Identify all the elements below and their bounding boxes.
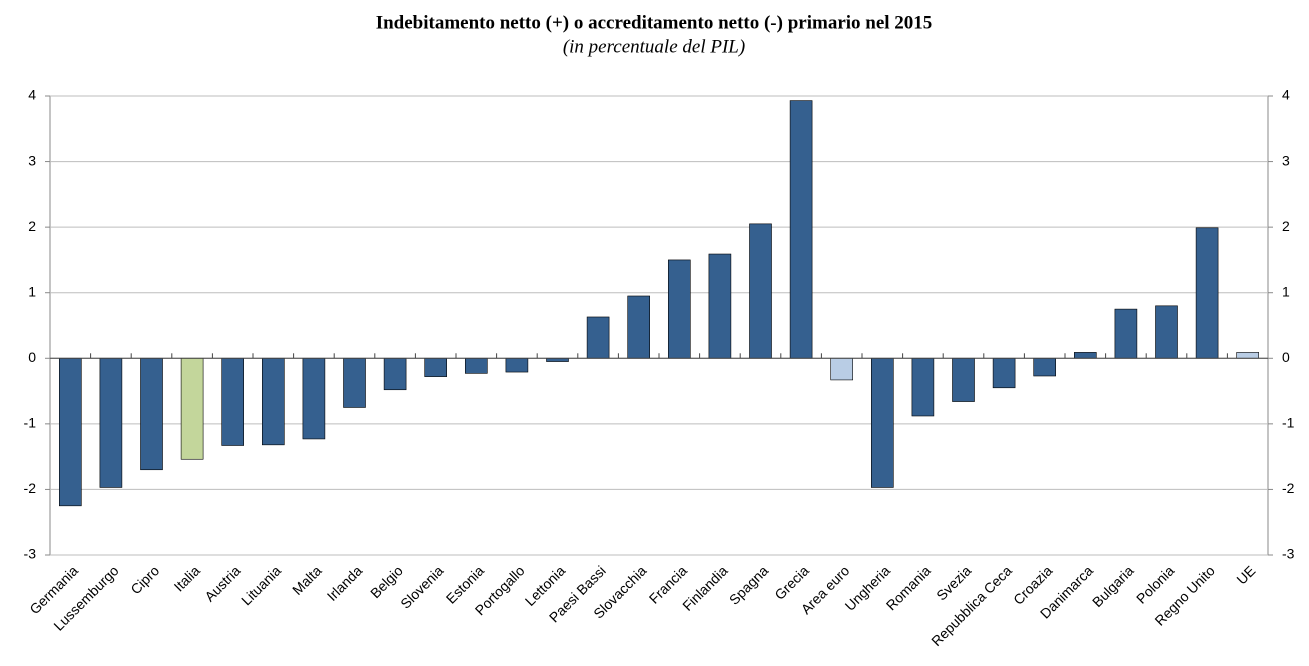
bar (627, 295, 651, 359)
x-tick-label: Belgio (367, 562, 406, 601)
bar (424, 357, 448, 377)
bar (749, 223, 772, 359)
bar (992, 357, 1016, 389)
chart-title: Indebitamento netto (+) o accreditamento… (376, 12, 933, 33)
y-tick-label: -3 (24, 546, 37, 562)
bar (911, 357, 935, 417)
y2-tick-label: 3 (1282, 152, 1290, 168)
y2-tick-label: 4 (1282, 87, 1290, 103)
y2-tick-label: -3 (1282, 546, 1295, 562)
bar (505, 357, 529, 373)
bar (221, 357, 244, 446)
bar (302, 357, 326, 440)
bar (1114, 308, 1138, 359)
bar (180, 357, 204, 460)
y-tick-label: -2 (24, 480, 37, 496)
bar (667, 259, 691, 359)
bar (952, 357, 975, 402)
y2-tick-label: -1 (1282, 415, 1295, 431)
y2-tick-label: 1 (1282, 283, 1290, 299)
bar (1074, 352, 1097, 359)
bar (870, 357, 894, 488)
x-tick-label: Austria (201, 562, 243, 604)
chart-subtitle: (in percentuale del PIL) (563, 36, 745, 57)
x-tick-label: Lituania (238, 562, 284, 608)
y-tick-label: 0 (28, 349, 36, 365)
bar (1033, 357, 1056, 377)
bar (261, 357, 285, 446)
bar (789, 100, 813, 359)
y2-tick-label: -2 (1282, 480, 1295, 496)
x-tick-label: Cipro (127, 562, 162, 597)
x-tick-label: Irlanda (324, 562, 366, 604)
x-tick-label: Bulgaria (1089, 562, 1137, 610)
bar (830, 357, 854, 381)
y-tick-label: 1 (28, 283, 36, 299)
x-tick-label: Spagna (726, 562, 772, 608)
x-tick-label: Romania (883, 562, 934, 613)
bar (383, 357, 407, 391)
bar (99, 357, 123, 488)
bar (464, 357, 488, 374)
x-tick-label: UE (1233, 562, 1258, 587)
bar (343, 357, 366, 408)
bar (1195, 227, 1219, 359)
x-tick-label: Slovenia (397, 562, 446, 611)
bar (1155, 305, 1178, 359)
bar (58, 357, 82, 507)
bar (586, 316, 610, 359)
y2-tick-label: 2 (1282, 218, 1290, 234)
bar (1236, 352, 1259, 359)
y-tick-label: -1 (24, 415, 37, 431)
y2-tick-label: 0 (1282, 349, 1290, 365)
bar (708, 253, 732, 359)
y-tick-label: 2 (28, 218, 36, 234)
bar (140, 357, 163, 471)
plot-area (49, 95, 1269, 556)
y-tick-label: 3 (28, 152, 36, 168)
x-tick-label: Finlandia (679, 562, 731, 614)
x-tick-label: Malta (289, 562, 325, 598)
x-tick-label: Italia (171, 562, 203, 594)
y-tick-label: 4 (28, 87, 36, 103)
